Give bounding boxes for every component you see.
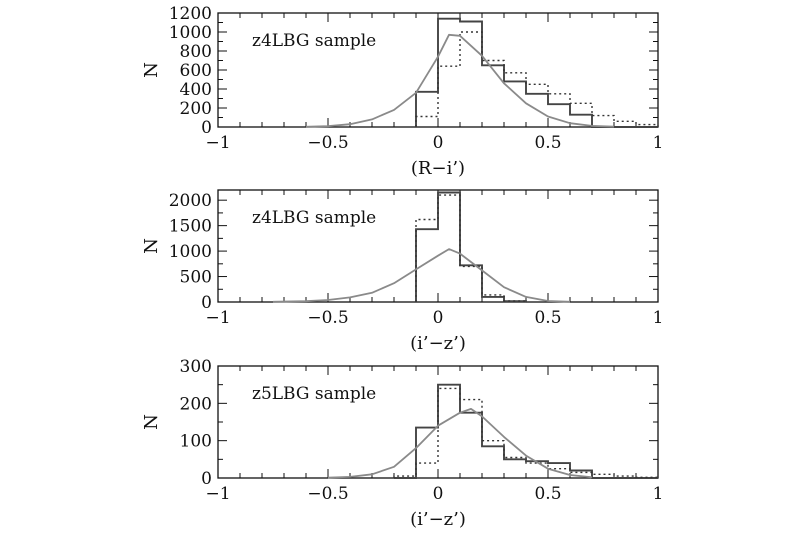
dotted-histogram-bin <box>416 463 438 478</box>
histogram-panel-2: −1 −0.5 0 0.5 1 0 500 1000 1500 2000 (i’−z’) Nz4LBG… <box>141 189 664 354</box>
dotted-histogram-bin <box>526 463 548 478</box>
dotted-histogram-bin <box>504 457 526 478</box>
y-tick-label: 400 <box>180 80 212 100</box>
dotted-histogram-bin <box>438 66 460 127</box>
dotted-histogram-bin <box>482 295 504 302</box>
sample-label: z5LBG sample <box>252 384 376 404</box>
dotted-histogram-bin <box>438 388 460 478</box>
y-axis-title: N <box>141 414 162 430</box>
x-tick-label: 0.5 <box>534 133 561 153</box>
x-tick-label: 1 <box>653 308 664 328</box>
dotted-histogram-bin <box>482 441 504 478</box>
x-tick-label: 0 <box>433 308 444 328</box>
x-axis-title: (i’−z’) <box>410 333 466 354</box>
x-tick-label: −1 <box>205 133 230 153</box>
dotted-histogram-bin <box>504 301 526 302</box>
y-tick-label: 200 <box>180 394 212 414</box>
dotted-histogram-bin <box>394 476 416 478</box>
x-tick-label: −1 <box>205 308 230 328</box>
model-curve <box>327 407 593 479</box>
dotted-histogram-bin <box>592 474 614 478</box>
x-axis-title: (R−i’) <box>411 158 465 179</box>
x-tick-label: 1 <box>653 484 664 504</box>
histogram-panel-1: −1 −0.5 0 0.5 1020040060080010001200(R−i’)Nz… <box>141 4 663 179</box>
y-tick-label: 200 <box>180 99 212 119</box>
y-tick-label: 1000 <box>169 23 212 43</box>
x-tick-label: −0.5 <box>307 484 348 504</box>
y-tick-label: 0 <box>201 118 212 138</box>
y-tick-label: 600 <box>180 61 212 81</box>
x-tick-label: −1 <box>205 484 230 504</box>
dotted-histogram-bin <box>460 266 482 302</box>
y-axis-title: N <box>141 238 162 254</box>
model-curve <box>305 33 615 128</box>
model-curve <box>272 248 571 303</box>
dotted-histogram <box>415 31 659 127</box>
dotted-histogram-bin <box>416 220 438 302</box>
dotted-histogram-bin <box>636 477 658 478</box>
y-tick-label: 300 <box>180 357 212 377</box>
y-tick-label: 800 <box>180 42 212 62</box>
x-tick-label: 0.5 <box>534 484 561 504</box>
y-tick-label: 0 <box>201 293 212 313</box>
dotted-histogram <box>415 194 527 302</box>
dotted-histogram-bin <box>614 476 636 478</box>
dotted-histogram-bin <box>416 117 438 127</box>
y-tick-label: 1500 <box>169 217 212 237</box>
y-tick-label: 2000 <box>169 191 212 211</box>
y-tick-label: 500 <box>180 268 212 288</box>
y-tick-label: 100 <box>180 432 212 452</box>
dotted-histogram-bin <box>636 125 658 127</box>
x-tick-label: −0.5 <box>307 308 348 328</box>
y-axis-title: N <box>141 62 162 78</box>
x-tick-label: 1 <box>653 133 664 153</box>
y-tick-label: 1000 <box>169 242 212 262</box>
y-tick-label: 0 <box>201 469 212 489</box>
x-tick-label: −0.5 <box>307 133 348 153</box>
sample-label: z4LBG sample <box>252 208 376 228</box>
dotted-histogram-bin <box>614 121 636 127</box>
x-tick-label: 0.5 <box>534 308 561 328</box>
x-axis-title: (i’−z’) <box>410 509 466 530</box>
sample-label: z4LBG sample <box>252 31 376 51</box>
y-tick-label: 1200 <box>169 4 212 24</box>
dotted-histogram <box>393 387 659 478</box>
x-tick-label: 0 <box>433 133 444 153</box>
solid-histogram <box>415 191 527 303</box>
solid-histogram <box>415 17 658 128</box>
x-tick-label: 0 <box>433 484 444 504</box>
